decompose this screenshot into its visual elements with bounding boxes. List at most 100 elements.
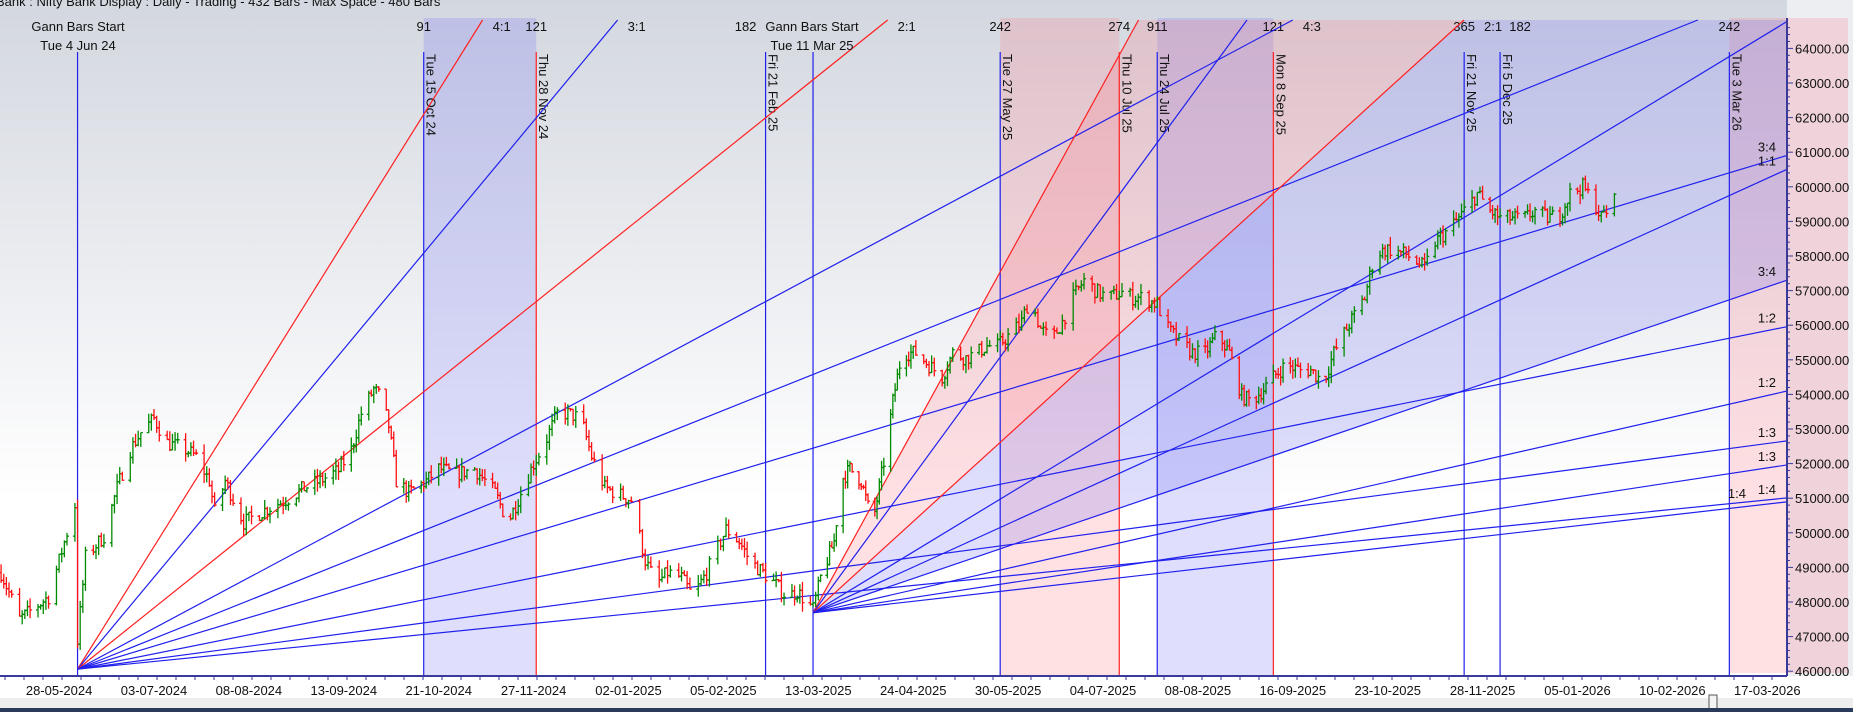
date-tick-label: 08-08-2025 <box>1165 683 1232 698</box>
price-tick-label: 47000.00 <box>1795 630 1849 645</box>
time-line-date-label: Thu 10 Jul 25 <box>1119 54 1134 133</box>
gann-fan-lines: 4:1 3:1 2:1 4:33:41:21:31:42:11:13:41:21:31… <box>77 19 1788 670</box>
fan-line-1-2 <box>77 326 1788 670</box>
price-tick-label: 59000.00 <box>1795 214 1849 229</box>
horizontal-scrollbar[interactable] <box>0 698 1853 708</box>
fan-line-1-3 <box>812 464 1788 614</box>
time-line-count-label: 242 <box>1718 19 1740 34</box>
date-tick-label: 28-05-2024 <box>26 683 93 698</box>
ohlc-bar <box>1298 362 1303 379</box>
price-tick-label: 55000.00 <box>1795 353 1849 368</box>
time-line-count-label: 91 <box>416 19 430 34</box>
date-tick-label: 02-01-2025 <box>595 683 662 698</box>
fan-line-4-3 <box>77 19 1294 670</box>
ohlc-bar <box>726 519 731 539</box>
ohlc-bar <box>866 493 871 504</box>
ohlc-bar <box>555 407 560 421</box>
date-tick-label: 23-10-2025 <box>1354 683 1421 698</box>
fan-ratio-label: 1:3 <box>1758 425 1776 440</box>
time-line-count-label: 274 <box>1108 19 1130 34</box>
date-tick-label: 04-07-2025 <box>1070 683 1137 698</box>
price-tick-label: 56000.00 <box>1795 318 1849 333</box>
fan-ratio-label: 3:4 <box>1758 139 1776 154</box>
ohlc-bar <box>1612 193 1617 217</box>
price-tick-label: 48000.00 <box>1795 595 1849 610</box>
ohlc-bar <box>1550 206 1555 215</box>
fan-line-3-1 <box>812 19 1248 614</box>
ohlc-bar <box>446 463 451 470</box>
gann-start-date-2: Tue 11 Mar 25 <box>770 38 853 53</box>
fan-line-1-1 <box>77 19 1699 670</box>
price-tick-label: 62000.00 <box>1795 111 1849 126</box>
ohlc-bar <box>1533 206 1538 225</box>
gann-start-label-1: Gann Bars Start <box>31 19 125 34</box>
fan-ratio-label: 2:1 <box>898 19 916 34</box>
time-line-count-label: 365 <box>1453 19 1475 34</box>
fan-ratio-label: 1:2 <box>1758 311 1776 326</box>
fan-ratio-label: 4:1 <box>493 19 511 34</box>
fan-line-3-1 <box>77 19 619 670</box>
gann-start-date-1: Tue 4 Jun 24 <box>40 38 115 53</box>
ohlc-bar <box>1044 321 1049 336</box>
ohlc-bar <box>83 546 88 591</box>
ohlc-bar <box>1406 245 1411 262</box>
ohlc-bar <box>249 505 254 525</box>
ohlc-bar <box>1119 282 1124 298</box>
ohlc-bar <box>482 469 487 487</box>
ohlc-bar <box>745 541 750 566</box>
ohlc-bar <box>1063 319 1068 330</box>
price-tick-label: 61000.00 <box>1795 145 1849 160</box>
time-line-date-label: Fri 5 Dec 25 <box>1500 54 1515 125</box>
scrollbar-thumb[interactable] <box>1708 694 1718 711</box>
ohlc-bar <box>950 347 955 362</box>
gann-start-label-2: Gann Bars Start <box>765 19 859 34</box>
fan-ratio-label: 1:1 <box>1758 153 1776 168</box>
ohlc-bar <box>28 598 33 619</box>
ohlc-bar <box>323 472 328 489</box>
fan-line-4-1 <box>812 19 1140 614</box>
ohlc-bar <box>1370 268 1375 279</box>
time-line-count-label: 121 <box>525 19 547 34</box>
ohlc-bar <box>500 503 505 518</box>
time-line-count-label: 182 <box>735 19 757 34</box>
ohlc-bar <box>9 589 14 598</box>
ohlc-bar <box>1568 182 1573 212</box>
ohlc-bar <box>411 486 416 489</box>
ohlc-bar <box>707 556 712 587</box>
ohlc-bar <box>1006 327 1011 352</box>
ohlc-bar <box>1247 389 1251 407</box>
ohlc-bar <box>1176 333 1181 342</box>
date-tick-label: 10-02-2026 <box>1639 683 1706 698</box>
price-tick-label: 57000.00 <box>1795 284 1849 299</box>
date-tick-label: 03-07-2024 <box>121 683 188 698</box>
ohlc-bar <box>629 496 634 503</box>
time-line-date-label: Fri 21 Feb 25 <box>766 54 781 131</box>
date-tick-label: 05-01-2026 <box>1544 683 1611 698</box>
ohlc-bar <box>610 486 615 504</box>
time-line-date-label: Thu 28 Nov 24 <box>536 54 551 139</box>
time-line-count-label: 121 <box>1262 19 1284 34</box>
fan-ratio-label: 1:3 <box>1758 449 1776 464</box>
ohlc-bar <box>194 449 199 455</box>
ohlc-bar <box>1586 182 1591 194</box>
ohlc-bar <box>881 457 886 476</box>
fan-line-1-4 <box>77 497 1788 670</box>
ohlc-bar <box>286 502 291 511</box>
price-bars <box>0 175 1617 650</box>
ohlc-bar <box>913 340 918 356</box>
price-tick-label: 60000.00 <box>1795 180 1849 195</box>
ohlc-bar <box>1425 248 1430 266</box>
ohlc-bar <box>1334 338 1339 351</box>
ohlc-bar <box>1515 205 1520 219</box>
fan-ratio-label: 1:4 <box>1728 486 1746 501</box>
fan-line-2-1 <box>77 19 889 670</box>
date-tick-label: 13-09-2024 <box>311 683 378 698</box>
time-line-count-label: 242 <box>989 19 1011 34</box>
ohlc-bar <box>1025 304 1030 314</box>
ohlc-bar <box>1462 199 1467 213</box>
price-tick-label: 58000.00 <box>1795 249 1849 264</box>
date-tick-label: 05-02-2025 <box>690 683 757 698</box>
fan-line-1-4 <box>812 501 1788 614</box>
ohlc-bar <box>834 525 839 547</box>
